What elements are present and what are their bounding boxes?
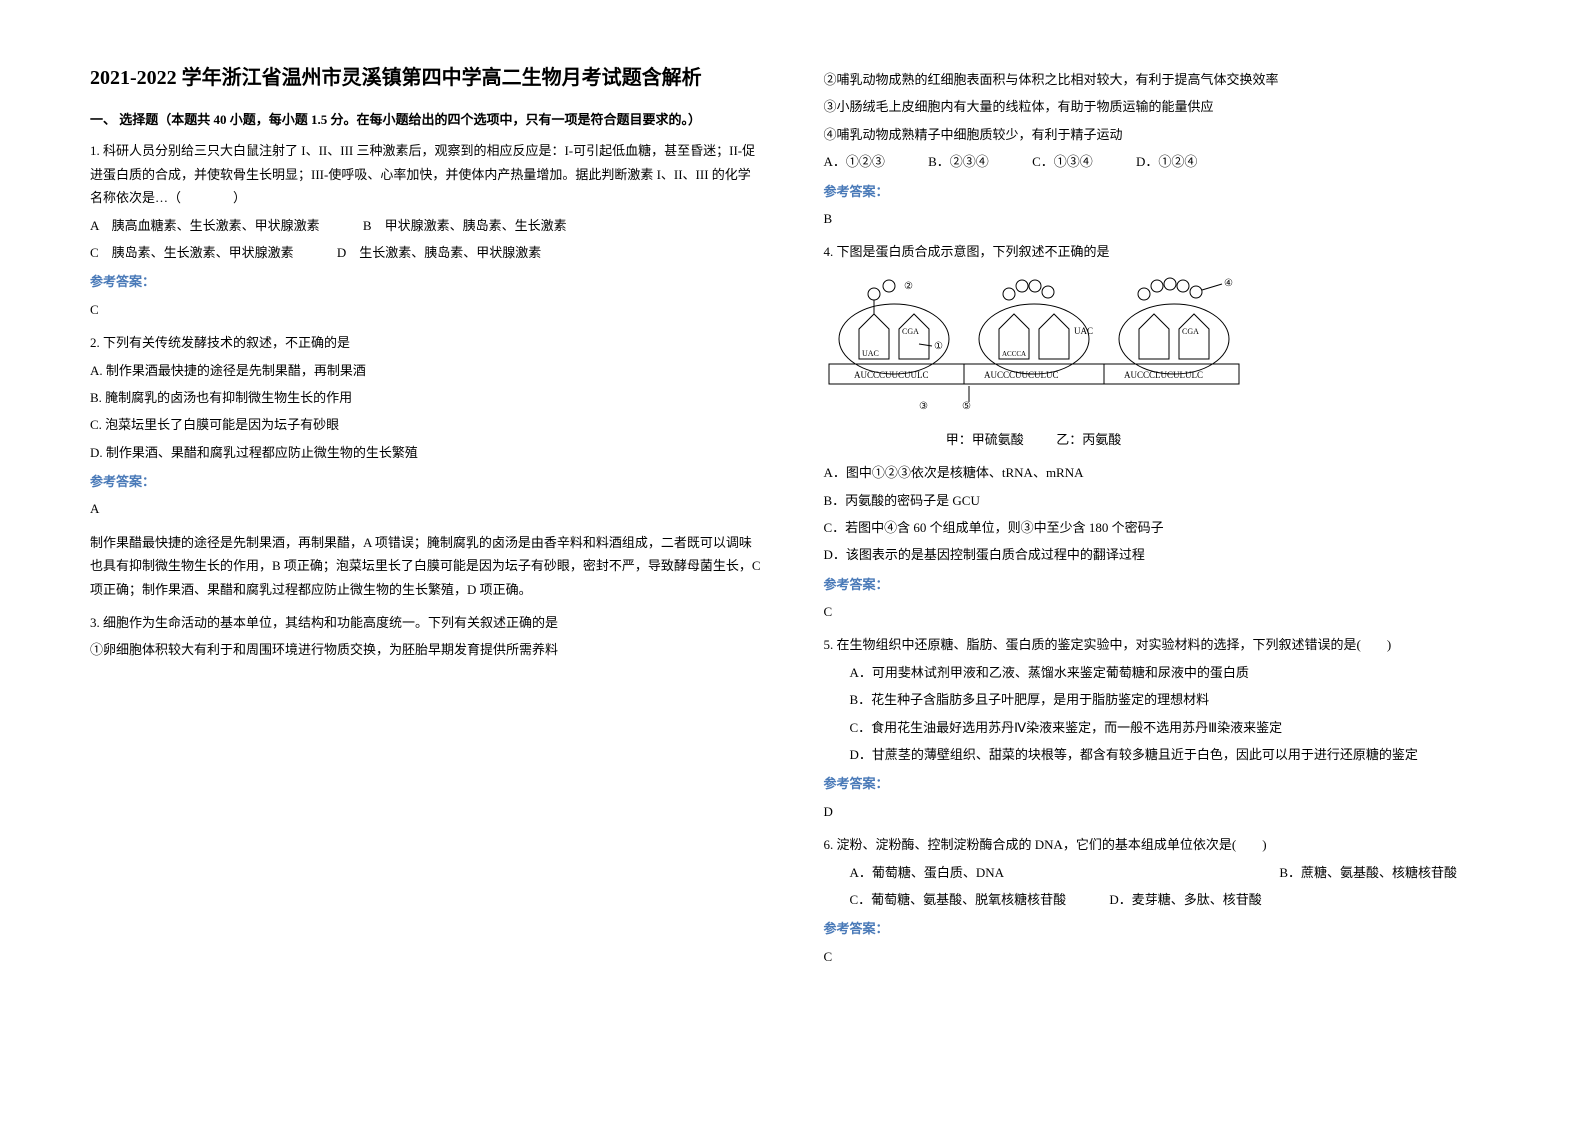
option-b: B．花生种子含脂肪多且子叶肥厚，是用于脂肪鉴定的理想材料 [824, 688, 1498, 711]
answer-label: 参考答案： [824, 573, 1498, 596]
statement-1: ①卵细胞体积较大有利于和周围环境进行物质交换，为胚胎早期发育提供所需养料 [90, 638, 764, 661]
question-text: 2. 下列有关传统发酵技术的叙述，不正确的是 [90, 331, 764, 354]
question-1: 1. 科研人员分别给三只大白鼠注射了 I、II、III 三种激素后，观察到的相应… [90, 139, 764, 321]
question-4: 4. 下图是蛋白质合成示意图，下列叙述不正确的是 AUCCCUUCUULC AU… [824, 240, 1498, 623]
question-text: 5. 在生物组织中还原糖、脂肪、蛋白质的鉴定实验中，对实验材料的选择，下列叙述错… [824, 633, 1498, 656]
question-text: 1. 科研人员分别给三只大白鼠注射了 I、II、III 三种激素后，观察到的相应… [90, 139, 764, 209]
option-a: A．①②③ [824, 150, 885, 173]
answer-label: 参考答案： [824, 917, 1498, 940]
question-3-continued: ②哺乳动物成熟的红细胞表面积与体积之比相对较大，有利于提高气体交换效率 ③小肠绒… [824, 68, 1498, 230]
codon: CGA [902, 327, 919, 336]
question-text: 6. 淀粉、淀粉酶、控制淀粉酶合成的 DNA，它们的基本组成单位依次是( ) [824, 833, 1498, 856]
option-c: C. 泡菜坛里长了白膜可能是因为坛子有砂眼 [90, 413, 764, 436]
translation-diagram: AUCCCUUCUULC AUCCCUUCULUC AUCCCLUCULULC … [824, 274, 1244, 424]
option-a: A. 制作果酒最快捷的途径是先制果醋，再制果酒 [90, 359, 764, 382]
question-6: 6. 淀粉、淀粉酶、控制淀粉酶合成的 DNA，它们的基本组成单位依次是( ) A… [824, 833, 1498, 968]
left-column: 2021-2022 学年浙江省温州市灵溪镇第四中学高二生物月考试题含解析 一、 … [90, 60, 764, 1062]
option-b: B 甲状腺激素、胰岛素、生长激素 [363, 214, 567, 237]
answer-value: A [90, 497, 764, 520]
seq-text: AUCCCLUCULULC [1124, 370, 1203, 380]
anticodon: UAC [862, 349, 879, 358]
right-column: ②哺乳动物成熟的红细胞表面积与体积之比相对较大，有利于提高气体交换效率 ③小肠绒… [824, 60, 1498, 1062]
document-title: 2021-2022 学年浙江省温州市灵溪镇第四中学高二生物月考试题含解析 [90, 60, 764, 96]
answer-value: D [824, 800, 1498, 823]
option-b: B. 腌制腐乳的卤汤也有抑制微生物生长的作用 [90, 386, 764, 409]
question-3: 3. 细胞作为生命活动的基本单位，其结构和功能高度统一。下列有关叙述正确的是 ①… [90, 611, 764, 662]
option-d: D 生长激素、胰岛素、甲状腺激素 [337, 241, 541, 264]
seq-text: AUCCCUUCUULC [854, 370, 929, 380]
statement-3: ③小肠绒毛上皮细胞内有大量的线粒体，有助于物质运输的能量供应 [824, 95, 1498, 118]
option-a: A．图中①②③依次是核糖体、tRNA、mRNA [824, 461, 1498, 484]
option-row: C．葡萄糖、氨基酸、脱氧核糖核苷酸 D．麦芽糖、多肽、核苷酸 [824, 888, 1498, 911]
option-c: C．若图中④含 60 个组成单位，则③中至少含 180 个密码子 [824, 516, 1498, 539]
label-4: ④ [1224, 278, 1233, 289]
option-c: C．食用花生油最好选用苏丹Ⅳ染液来鉴定，而一般不选用苏丹Ⅲ染液来鉴定 [824, 716, 1498, 739]
option-c: C．①③④ [1032, 150, 1093, 173]
option-a: A．可用斐林试剂甲液和乙液、蒸馏水来鉴定葡萄糖和尿液中的蛋白质 [824, 661, 1498, 684]
option-c: C．葡萄糖、氨基酸、脱氧核糖核苷酸 [824, 888, 1067, 911]
option-d: D．甘蔗茎的薄壁组织、甜菜的块根等，都含有较多糖且近于白色，因此可以用于进行还原… [824, 743, 1498, 766]
anticodon: ACCCA [1002, 350, 1026, 358]
option-d: D．麦芽糖、多肽、核苷酸 [1109, 888, 1261, 911]
answer-label: 参考答案： [90, 470, 764, 493]
option-c: C 胰岛素、生长激素、甲状腺激素 [90, 241, 294, 264]
protein-synthesis-figure: AUCCCUUCUULC AUCCCUUCULUC AUCCCLUCULULC … [824, 274, 1498, 451]
question-text: 4. 下图是蛋白质合成示意图，下列叙述不正确的是 [824, 240, 1498, 263]
option-b: B．②③④ [928, 150, 989, 173]
option-row: C 胰岛素、生长激素、甲状腺激素 D 生长激素、胰岛素、甲状腺激素 [90, 241, 764, 264]
answer-label: 参考答案： [90, 270, 764, 293]
option-b: B．丙氨酸的密码子是 GCU [824, 489, 1498, 512]
codon: CGA [1182, 327, 1199, 336]
explanation: 制作果醋最快捷的途径是先制果酒，再制果醋，A 项错误；腌制腐乳的卤汤是由香辛料和… [90, 531, 764, 601]
option-a: A 胰高血糖素、生长激素、甲状腺激素 [90, 214, 320, 237]
option-a: A．葡萄糖、蛋白质、DNA [824, 861, 1005, 884]
answer-value: C [824, 600, 1498, 623]
option-d: D. 制作果酒、果醋和腐乳过程都应防止微生物的生长繁殖 [90, 441, 764, 464]
answer-value: C [824, 945, 1498, 968]
option-row: A 胰高血糖素、生长激素、甲状腺激素 B 甲状腺激素、胰岛素、生长激素 [90, 214, 764, 237]
caption-left: 甲：甲硫氨酸 [946, 432, 1024, 447]
caption-right: 乙：丙氨酸 [1056, 432, 1121, 447]
statement-4: ④哺乳动物成熟精子中细胞质较少，有利于精子运动 [824, 123, 1498, 146]
option-row: A．葡萄糖、蛋白质、DNA B．蔗糖、氨基酸、核糖核苷酸 [824, 861, 1498, 884]
uac-label: UAC [1074, 326, 1093, 336]
figure-caption: 甲：甲硫氨酸 乙：丙氨酸 [824, 428, 1244, 451]
question-5: 5. 在生物组织中还原糖、脂肪、蛋白质的鉴定实验中，对实验材料的选择，下列叙述错… [824, 633, 1498, 823]
label-5: ⑤ [962, 401, 971, 412]
option-b: B．蔗糖、氨基酸、核糖核苷酸 [1279, 861, 1457, 884]
option-row: A．①②③ B．②③④ C．①③④ D．①②④ [824, 150, 1498, 173]
statement-2: ②哺乳动物成熟的红细胞表面积与体积之比相对较大，有利于提高气体交换效率 [824, 68, 1498, 91]
seq-text: AUCCCUUCULUC [984, 370, 1059, 380]
option-d: D．①②④ [1136, 150, 1197, 173]
answer-label: 参考答案： [824, 180, 1498, 203]
label-3: ③ [919, 401, 928, 412]
answer-value: B [824, 207, 1498, 230]
answer-value: C [90, 298, 764, 321]
question-text: 3. 细胞作为生命活动的基本单位，其结构和功能高度统一。下列有关叙述正确的是 [90, 611, 764, 634]
label-2: ② [904, 281, 913, 292]
option-d: D．该图表示的是基因控制蛋白质合成过程中的翻译过程 [824, 543, 1498, 566]
label-1: ① [934, 341, 943, 352]
answer-label: 参考答案： [824, 772, 1498, 795]
section-header: 一、 选择题（本题共 40 小题，每小题 1.5 分。在每小题给出的四个选项中，… [90, 108, 764, 131]
question-2: 2. 下列有关传统发酵技术的叙述，不正确的是 A. 制作果酒最快捷的途径是先制果… [90, 331, 764, 601]
